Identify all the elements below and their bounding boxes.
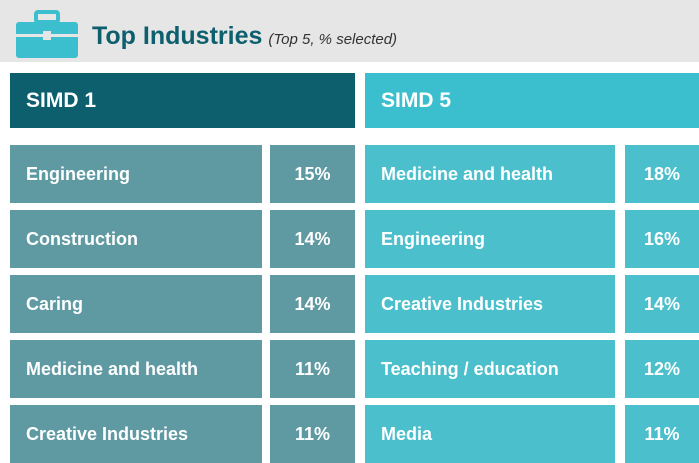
industry-cell: Creative Industries: [10, 405, 262, 463]
share-cell: 14%: [270, 210, 355, 268]
group-header: SIMD 1: [10, 73, 355, 128]
share-cell: 11%: [270, 340, 355, 398]
header-bar: [0, 0, 699, 62]
industry-cell: Medicine and health: [365, 145, 615, 203]
briefcase-icon: [16, 10, 78, 58]
industry-cell: Engineering: [365, 210, 615, 268]
industry-cell: Caring: [10, 275, 262, 333]
industry-cell: Construction: [10, 210, 262, 268]
share-cell: 12%: [625, 340, 699, 398]
industry-cell: Medicine and health: [10, 340, 262, 398]
share-cell: 16%: [625, 210, 699, 268]
share-cell: 11%: [625, 405, 699, 463]
share-cell: 18%: [625, 145, 699, 203]
subtitle: (Top 5, % selected): [268, 31, 398, 48]
share-cell: 11%: [270, 405, 355, 463]
industry-cell: Engineering: [10, 145, 262, 203]
share-cell: 14%: [270, 275, 355, 333]
group-header: SIMD 5: [365, 73, 699, 128]
industry-cell: Teaching / education: [365, 340, 615, 398]
title: Top Industries (Top 5, % selected): [92, 22, 397, 51]
share-cell: 15%: [270, 145, 355, 203]
share-cell: 14%: [625, 275, 699, 333]
title-text: Top Industries: [92, 22, 263, 50]
industry-cell: Creative Industries: [365, 275, 615, 333]
industry-cell: Media: [365, 405, 615, 463]
